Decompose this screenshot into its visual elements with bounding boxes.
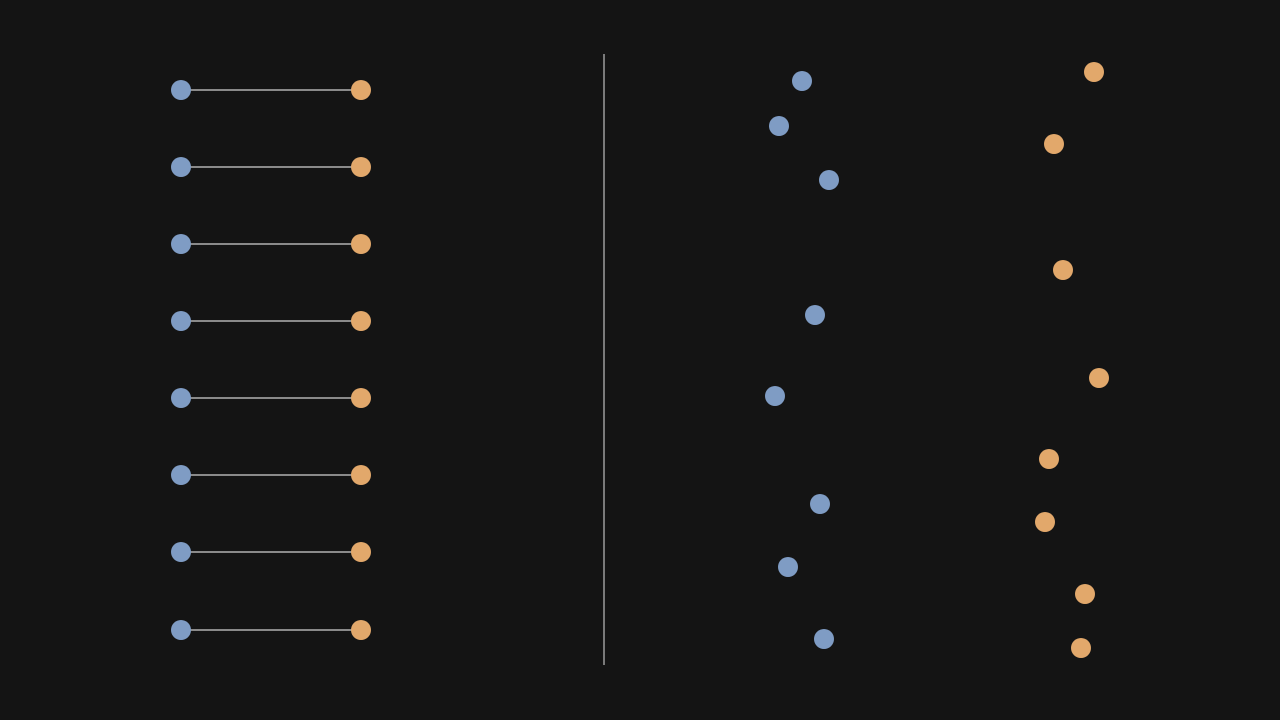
blue-dot xyxy=(819,170,839,190)
orange-dot xyxy=(1039,449,1059,469)
orange-dot xyxy=(1084,62,1104,82)
blue-dot xyxy=(171,80,191,100)
blue-dot xyxy=(171,465,191,485)
orange-dot xyxy=(351,465,371,485)
orange-dot xyxy=(1035,512,1055,532)
orange-dot xyxy=(351,234,371,254)
orange-dot xyxy=(351,388,371,408)
blue-dot xyxy=(792,71,812,91)
blue-dot xyxy=(810,494,830,514)
blue-dot xyxy=(171,542,191,562)
orange-dot xyxy=(351,157,371,177)
blue-dot xyxy=(171,620,191,640)
orange-dot xyxy=(1089,368,1109,388)
orange-dot xyxy=(1075,584,1095,604)
blue-dot xyxy=(778,557,798,577)
orange-dot xyxy=(1044,134,1064,154)
blue-dot xyxy=(805,305,825,325)
orange-dot xyxy=(1071,638,1091,658)
blue-dot xyxy=(171,311,191,331)
blue-dot xyxy=(765,386,785,406)
blue-dot xyxy=(814,629,834,649)
orange-dot xyxy=(1053,260,1073,280)
blue-dot xyxy=(171,234,191,254)
blue-dot xyxy=(171,388,191,408)
paired-column xyxy=(171,80,371,640)
blue-dot xyxy=(769,116,789,136)
orange-dot xyxy=(351,620,371,640)
orange-dot xyxy=(351,311,371,331)
orange-dot xyxy=(351,542,371,562)
blue-dot xyxy=(171,157,191,177)
scattered-column xyxy=(765,62,1109,658)
orange-dot xyxy=(351,80,371,100)
